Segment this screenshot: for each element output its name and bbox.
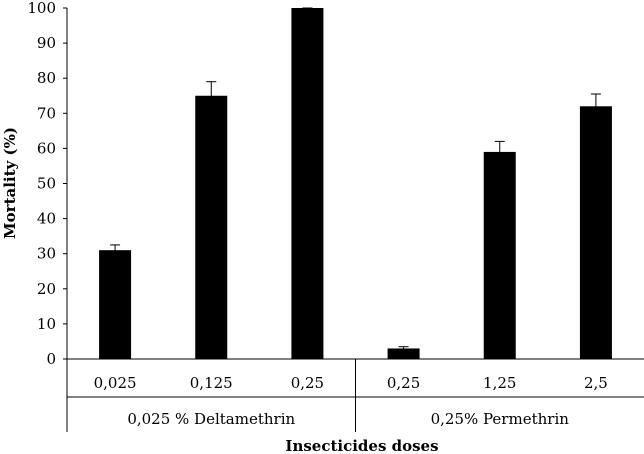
x-tick-label: 2,5 [584, 374, 608, 392]
y-tick-label: 40 [37, 210, 56, 228]
y-tick-label: 50 [37, 175, 56, 193]
y-axis: 0 10 20 30 40 50 60 70 80 90 100 [27, 0, 68, 368]
x-axis: 0,025 0,125 0,25 0,25 1,25 2,5 0,025 % Deltame… [66, 358, 644, 432]
y-tick-label: 20 [37, 280, 56, 298]
y-tick-label: 100 [27, 0, 56, 17]
x-tick-label: 0,25 [387, 374, 420, 392]
y-tick-label: 0 [46, 350, 56, 368]
y-tick-label: 90 [37, 34, 56, 52]
y-tick-label: 10 [37, 315, 56, 333]
bar [195, 95, 228, 359]
x-tick-label: 0,25 [291, 374, 324, 392]
x-tick-label: 1,25 [483, 374, 516, 392]
group-label: 0,025 % Deltamethrin [127, 410, 295, 428]
y-tick-label: 80 [37, 69, 56, 87]
bar [483, 151, 516, 359]
bar [579, 106, 612, 359]
y-tick-label: 70 [37, 104, 56, 122]
x-axis-title: Insecticides doses [285, 437, 438, 454]
y-tick-label: 60 [37, 139, 56, 157]
y-axis-title: Mortality (%) [1, 127, 19, 239]
group-label: 0,25% Permethrin [431, 410, 570, 428]
bar [99, 250, 132, 359]
y-tick-label: 30 [37, 245, 56, 263]
bars [99, 7, 612, 359]
bar [387, 348, 420, 359]
bar [291, 8, 324, 359]
x-tick-label: 0,125 [190, 374, 233, 392]
x-tick-label: 0,025 [94, 374, 137, 392]
